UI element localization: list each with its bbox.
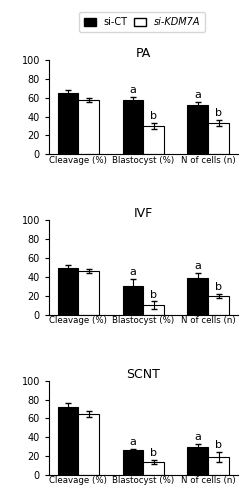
Text: b: b [215, 440, 222, 450]
Bar [208, 296, 229, 314]
Legend: si-CT, si-KDM7A: si-CT, si-KDM7A [79, 12, 205, 32]
Bar [78, 100, 99, 154]
Text: b: b [150, 112, 157, 122]
Title: PA: PA [136, 47, 151, 60]
Bar [143, 126, 164, 154]
Bar [58, 268, 78, 314]
Text: a: a [130, 267, 136, 277]
Text: b: b [150, 448, 157, 458]
Text: a: a [130, 436, 136, 446]
Bar [187, 106, 208, 154]
Bar [58, 407, 78, 475]
Bar [78, 272, 99, 314]
Bar [122, 450, 143, 475]
Text: a: a [195, 90, 201, 100]
Bar [122, 100, 143, 154]
Bar [187, 278, 208, 314]
Title: SCNT: SCNT [126, 368, 160, 380]
Bar [143, 462, 164, 475]
Text: a: a [195, 262, 201, 272]
Bar [208, 123, 229, 154]
Bar [187, 446, 208, 475]
Text: b: b [215, 282, 222, 292]
Text: b: b [150, 290, 157, 300]
Text: b: b [215, 108, 222, 118]
Title: IVF: IVF [134, 208, 153, 220]
Text: a: a [130, 85, 136, 95]
Bar [78, 414, 99, 475]
Bar [58, 93, 78, 154]
Bar [122, 286, 143, 314]
Bar [208, 457, 229, 475]
Bar [143, 305, 164, 314]
Text: a: a [195, 432, 201, 442]
